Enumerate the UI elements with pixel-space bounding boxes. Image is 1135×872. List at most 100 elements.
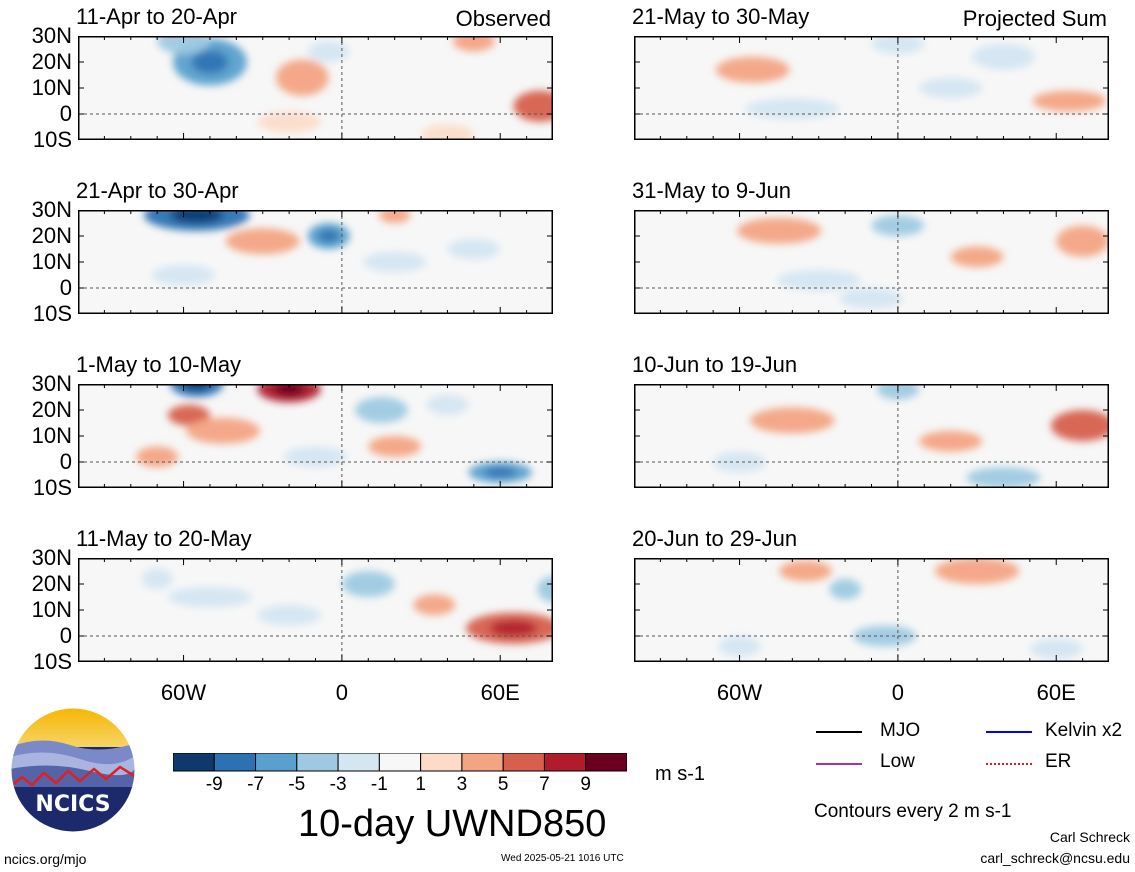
anomaly-blob	[426, 394, 469, 416]
units-label: m s-1	[655, 763, 705, 785]
anomaly-blob	[307, 41, 350, 62]
legend-line-low	[816, 763, 862, 765]
anomaly-blob	[452, 36, 495, 52]
anomaly-blob	[275, 59, 329, 96]
panel-frame	[78, 558, 553, 662]
anomaly-blob	[744, 98, 840, 120]
panel-frame	[78, 210, 553, 314]
colorbar-swatch	[461, 753, 504, 772]
footer-email: carl_schreck@ncsu.edu	[980, 850, 1130, 866]
anomaly-blob	[421, 124, 474, 140]
contour-note: Contours every 2 m s-1	[814, 801, 1012, 822]
anomaly-blob	[151, 264, 216, 286]
panel-title: 11-Apr to 20-Apr	[76, 4, 238, 29]
anomaly-core	[183, 384, 210, 391]
panel-frame	[78, 384, 553, 488]
anomaly-blob	[779, 560, 832, 582]
anomaly-blob	[715, 56, 790, 83]
lat-tick-label: 0	[59, 623, 72, 648]
logo-text: NCICS	[35, 792, 110, 817]
anomaly-blob	[776, 269, 861, 291]
anomaly-blob	[934, 558, 1020, 584]
anomaly-blob	[167, 586, 253, 608]
lat-tick-label: 10S	[32, 475, 72, 500]
chart-title: 10-day UWND850	[298, 803, 607, 845]
legend-label-er: ER	[1045, 751, 1072, 772]
colorbar-swatch	[502, 753, 545, 772]
anomaly-core	[273, 384, 305, 396]
lat-tick-label: 10N	[31, 249, 72, 274]
colorbar-tick-label: 5	[497, 774, 509, 795]
anomaly-blob	[919, 77, 983, 99]
anomaly-core	[484, 467, 517, 478]
colorbar-swatch	[296, 753, 339, 772]
map-panel	[78, 36, 553, 140]
anomaly-blob	[966, 467, 1041, 488]
legend-line-kelvin	[986, 731, 1032, 733]
lon-tick-label: 0	[335, 680, 348, 705]
anomaly-blob	[413, 594, 456, 616]
colorbar-swatch	[378, 753, 422, 772]
lat-tick-label: 30N	[31, 197, 72, 222]
lat-tick-label: 20N	[31, 571, 72, 596]
panel-title: 11-May to 20-May	[76, 526, 252, 551]
anomaly-blob	[341, 571, 395, 597]
map-panel	[634, 210, 1109, 314]
anomaly-blob	[871, 215, 925, 236]
anomaly-blob	[713, 451, 766, 473]
map-panel	[634, 558, 1109, 662]
anomaly-blob	[355, 397, 408, 423]
anomaly-blob	[718, 636, 761, 657]
anomaly-blob	[1056, 225, 1109, 257]
anomaly-blob	[368, 436, 422, 457]
panel-title: 20-Jun to 29-Jun	[632, 526, 798, 551]
lat-tick-label: 30N	[31, 545, 72, 570]
panel-tag: Projected Sum	[962, 6, 1107, 31]
colorbar	[173, 753, 627, 772]
legend-label-mjo: MJO	[880, 720, 921, 741]
colorbar-tick-label: -1	[370, 774, 388, 795]
lat-tick-label: 20N	[31, 223, 72, 248]
anomaly-blob	[1029, 638, 1083, 660]
anomaly-blob	[257, 604, 321, 626]
panel-title: 21-Apr to 30-Apr	[76, 178, 239, 203]
ncics-logo: NCICS	[10, 707, 136, 833]
anomaly-blob	[136, 446, 179, 468]
lat-tick-label: 20N	[31, 49, 72, 74]
colorbar-swatch	[337, 753, 380, 772]
legend-label-low: Low	[880, 751, 915, 772]
footer-author: Carl Schreck	[1049, 829, 1130, 845]
panel-title: 10-Jun to 19-Jun	[632, 352, 798, 377]
panel-frame	[634, 36, 1109, 140]
colorbar-swatch	[255, 753, 298, 772]
anomaly-blob	[157, 36, 210, 55]
colorbar-tick-label: 3	[456, 774, 468, 795]
lon-tick-label: 60E	[480, 680, 520, 705]
colorbar-tick-label: -3	[329, 774, 347, 795]
lat-tick-label: 0	[59, 449, 72, 474]
anomaly-blob	[167, 404, 210, 426]
lat-tick-label: 20N	[31, 397, 72, 422]
panel-frame	[634, 558, 1109, 662]
colorbar-tick-label: 9	[580, 774, 591, 795]
lon-tick-label: 60E	[1036, 680, 1076, 705]
anomaly-blob	[1050, 410, 1109, 442]
anomaly-blob	[225, 228, 300, 255]
anomaly-blob	[950, 246, 1004, 268]
panel-title: 1-May to 10-May	[76, 352, 242, 377]
anomaly-blob	[839, 288, 904, 309]
lat-tick-label: 10N	[31, 423, 72, 448]
panel-title: 21-May to 30-May	[632, 4, 810, 29]
anomaly-blob	[283, 446, 348, 468]
anomaly-blob	[853, 625, 917, 647]
map-panel	[634, 36, 1109, 140]
anomaly-blob	[537, 576, 553, 603]
colorbar-tick-label: -5	[288, 774, 306, 795]
lat-tick-label: 0	[59, 275, 72, 300]
colorbar-tick-label: -9	[205, 774, 223, 795]
lat-tick-label: 10S	[32, 301, 72, 326]
legend-line-er	[986, 763, 1032, 765]
colorbar-tick-label: 1	[415, 774, 426, 795]
anomaly-blob	[141, 568, 173, 590]
lat-tick-label: 10S	[32, 649, 72, 674]
